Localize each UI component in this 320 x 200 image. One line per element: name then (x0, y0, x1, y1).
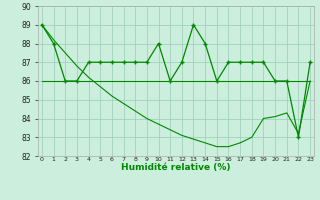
X-axis label: Humidité relative (%): Humidité relative (%) (121, 163, 231, 172)
